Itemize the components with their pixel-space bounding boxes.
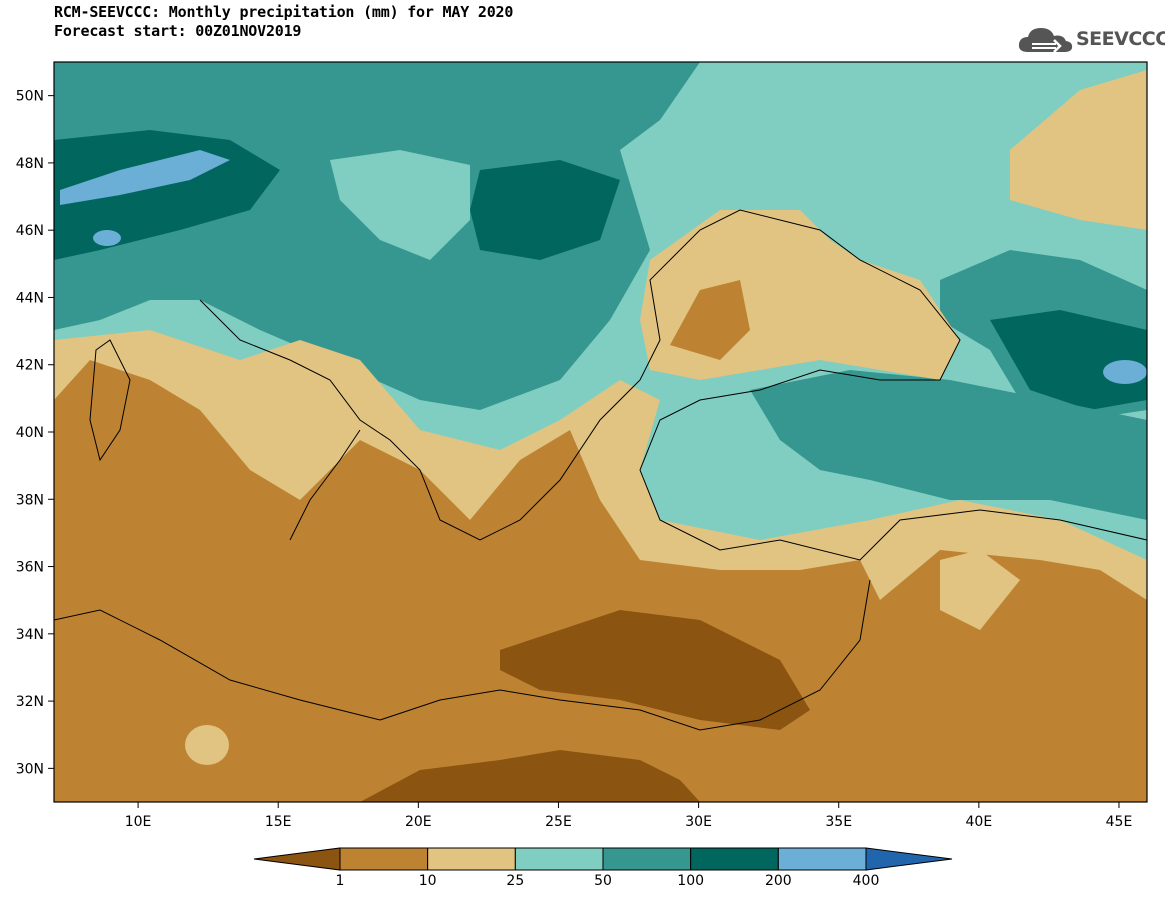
colorbar xyxy=(253,847,953,871)
colorbar-segment xyxy=(777,847,867,871)
lat-tick-label: 36N xyxy=(16,560,44,576)
colorbar-label: 1 xyxy=(335,873,345,889)
cloud-icon xyxy=(1018,28,1073,53)
lat-tick-label: 44N xyxy=(16,290,44,306)
lon-tick-label: 10E xyxy=(125,814,152,830)
colorbar-label: 400 xyxy=(852,873,880,889)
lon-tick-label: 35E xyxy=(825,814,852,830)
lat-tick-label: 50N xyxy=(16,89,44,105)
colorbar-segment xyxy=(602,847,692,871)
latitude-axis: 50N 48N 46N 44N 42N 40N 38N 36N 34N 32N 30N xyxy=(16,89,54,777)
colorbar-low-triangle xyxy=(253,847,341,871)
lat-tick-label: 40N xyxy=(16,425,44,441)
lon-tick-label: 40E xyxy=(966,814,993,830)
lon-tick-label: 25E xyxy=(545,814,572,830)
colorbar-segment xyxy=(690,847,779,871)
colorbar-label: 100 xyxy=(677,873,705,889)
lon-tick-label: 45E xyxy=(1106,814,1133,830)
lat-tick-label: 38N xyxy=(16,492,44,508)
colorbar-segment xyxy=(427,847,516,871)
forecast-start-subtitle: Forecast start: 00Z01NOV2019 xyxy=(54,22,302,40)
lon-tick-label: 20E xyxy=(405,814,432,830)
lat-tick-label: 42N xyxy=(16,358,44,374)
lat-tick-label: 48N xyxy=(16,156,44,172)
lon-tick-label: 15E xyxy=(265,814,292,830)
colorbar-label: 200 xyxy=(764,873,792,889)
colorbar-segment xyxy=(339,847,429,871)
colorbar-high-triangle xyxy=(865,847,953,871)
lat-tick-label: 46N xyxy=(16,223,44,239)
colorbar-label: 10 xyxy=(418,873,437,889)
map-title: RCM-SEEVCCC: Monthly precipitation (mm) … xyxy=(54,3,514,21)
colorbar-segment xyxy=(514,847,604,871)
logo-text: SEEVCCC xyxy=(1076,28,1165,50)
seevccc-logo: SEEVCCC xyxy=(1018,20,1165,60)
precipitation-fields xyxy=(54,62,1147,802)
colorbar-label: 25 xyxy=(506,873,525,889)
longitude-axis: 10E 15E 20E 25E 30E 35E 40E 45E xyxy=(125,802,1133,830)
colorbar-label: 50 xyxy=(594,873,612,889)
coastlines xyxy=(54,209,1147,731)
lat-tick-label: 32N xyxy=(16,694,44,710)
lat-tick-label: 30N xyxy=(16,761,44,777)
lat-tick-label: 34N xyxy=(16,627,44,643)
lon-tick-label: 30E xyxy=(685,814,712,830)
